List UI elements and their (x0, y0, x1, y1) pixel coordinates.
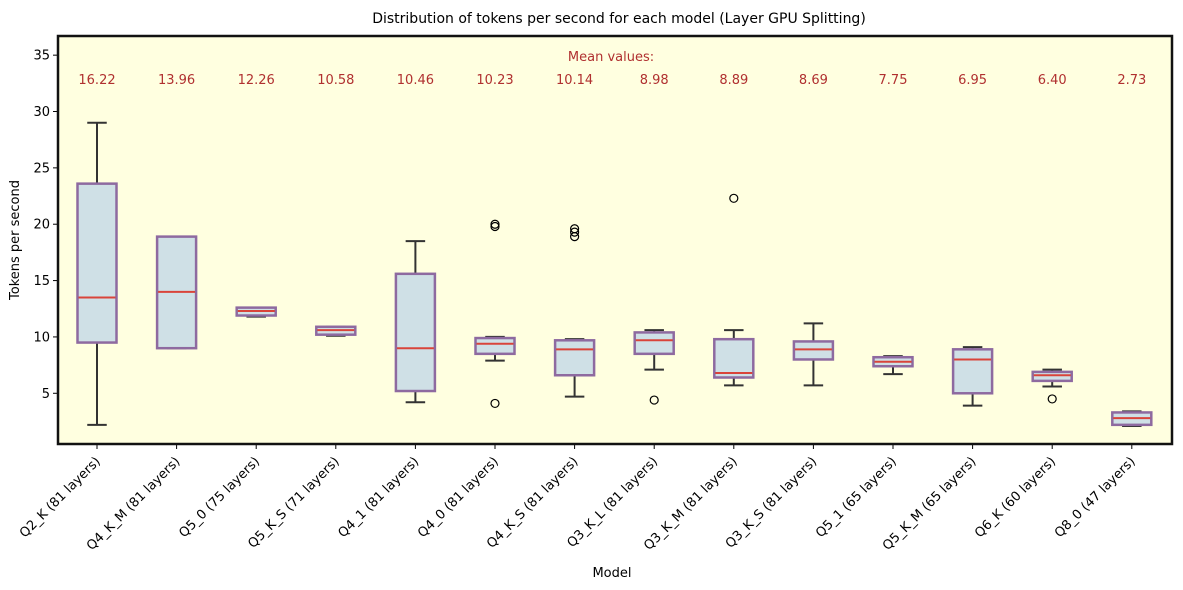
outlier-point (1047, 394, 1057, 404)
box (633, 331, 675, 356)
outlier-point (569, 224, 580, 234)
box (951, 348, 994, 395)
box (553, 339, 596, 377)
mean-value-label: 10.14 (556, 73, 593, 88)
box (792, 340, 835, 361)
x-axis: Q2_K (81 layers)Q4_K_M (81 layers)Q5_0 (… (17, 444, 1139, 554)
y-axis: 5 10 15 20 25 30 35 (33, 49, 58, 402)
x-axis-label: Model (592, 566, 631, 581)
outlier-point (729, 193, 739, 203)
box (713, 337, 755, 379)
x-tick-label: Q4_1 (81 layers) (336, 454, 423, 541)
mean-value-label: 13.96 (158, 73, 195, 88)
box (76, 182, 118, 344)
mean-value-label: 6.95 (958, 73, 987, 88)
box (474, 336, 516, 356)
y-tick-label: 35 (33, 49, 50, 64)
outlier-point (569, 227, 580, 237)
y-tick-label: 25 (33, 161, 50, 176)
mean-header: Mean values: (568, 50, 654, 65)
mean-value-label: 8.89 (719, 73, 748, 88)
y-tick-label: 30 (33, 105, 50, 120)
plot-frame (56, 34, 1174, 446)
plot-area-background (58, 36, 1172, 444)
y-axis-label: Tokens per second (8, 180, 23, 301)
outlier-point (490, 398, 500, 409)
x-tick-label: Q6_K (60 layers) (972, 454, 1059, 541)
mean-value-label: 12.26 (238, 73, 275, 88)
mean-values: Mean values: 16.22 13.96 12.26 10.58 10.46 10… (78, 50, 1146, 88)
mean-value-label: 8.98 (640, 73, 669, 88)
mean-value-label: 10.58 (317, 73, 354, 88)
mean-value-label: 6.40 (1038, 73, 1067, 88)
box (394, 272, 437, 393)
x-tick-label: Q3_K_S (81 layers) (723, 454, 820, 551)
y-tick-label: 15 (33, 274, 50, 289)
x-tick-label: Q5_K_S (71 layers) (245, 454, 342, 551)
y-tick-label: 20 (33, 218, 50, 233)
mean-value-label: 8.69 (799, 73, 828, 88)
x-tick-label: Q5_1 (65 layers) (813, 454, 900, 541)
mean-value-label: 10.46 (397, 73, 434, 88)
box (1031, 370, 1073, 383)
mean-value-label: 7.75 (879, 73, 908, 88)
x-tick-label: Q5_0 (75 layers) (176, 454, 263, 541)
y-tick-label: 10 (33, 330, 50, 345)
y-tick-label: 5 (42, 387, 50, 402)
x-tick-label: Q2_K (81 layers) (17, 454, 104, 541)
mean-value-label: 10.23 (476, 73, 513, 88)
outlier-point (490, 219, 500, 229)
mean-value-label: 16.22 (78, 73, 115, 88)
box-marks (76, 121, 1153, 427)
x-tick-label: Q4_0 (81 layers) (415, 454, 502, 541)
mean-value-label: 2.73 (1117, 73, 1146, 88)
x-tick-label: Q8_0 (47 layers) (1052, 454, 1139, 541)
outlier-point (649, 395, 659, 405)
chart-title: Distribution of tokens per second for ea… (372, 11, 866, 27)
